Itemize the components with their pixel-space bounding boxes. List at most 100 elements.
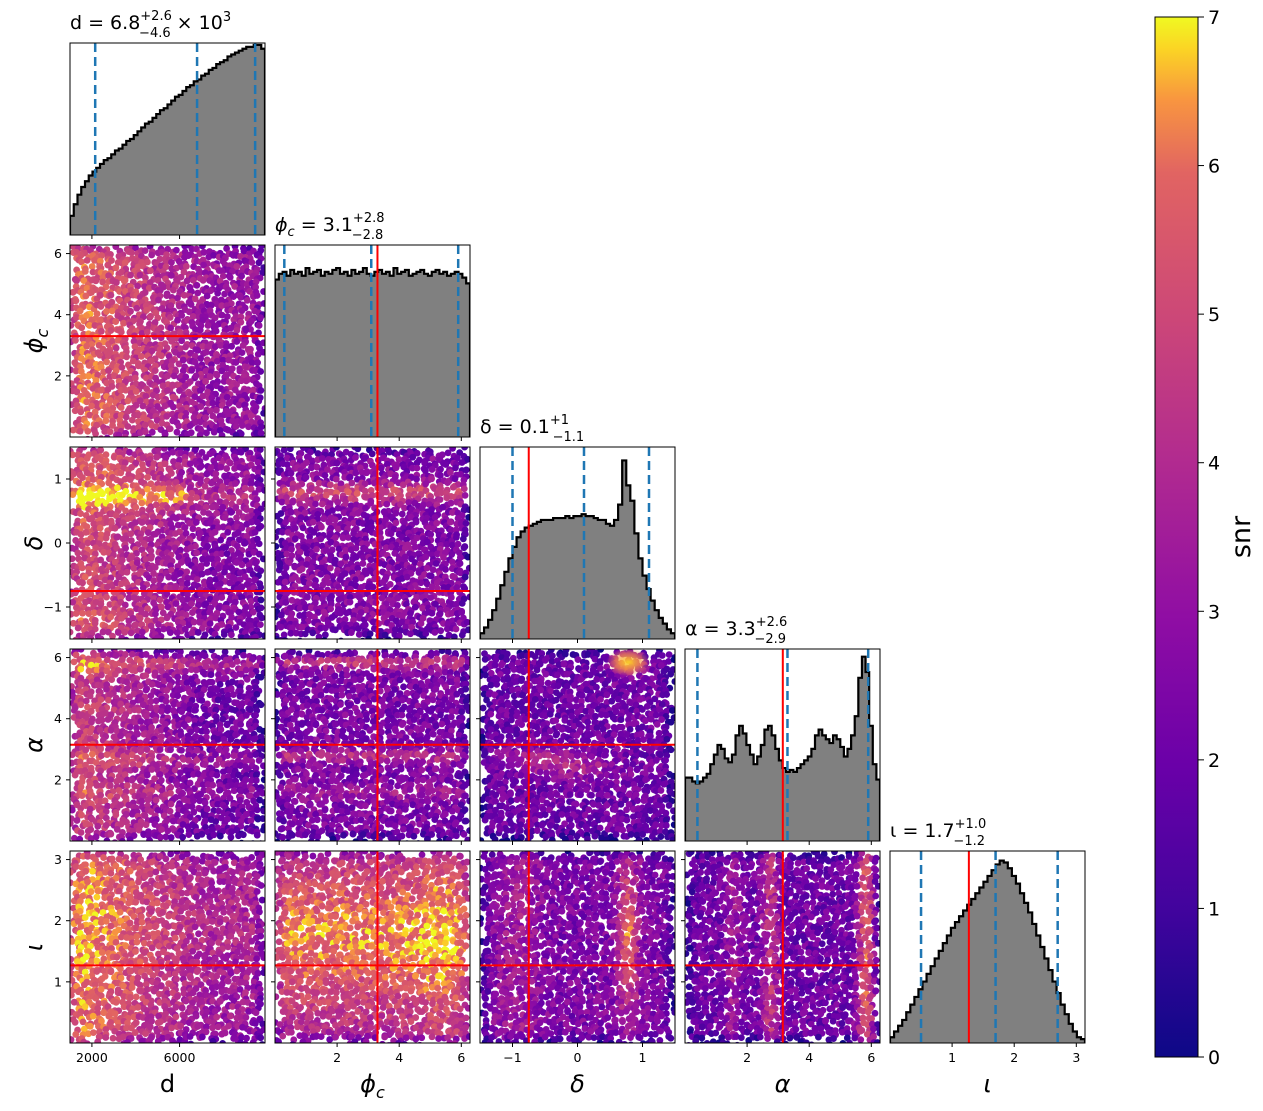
scatter-point [242,712,250,719]
scatter-point [209,503,216,511]
histogram-outline-d [70,43,265,235]
scatter-point [167,302,175,310]
scatter-point [172,514,180,522]
scatter-point [440,554,447,561]
scatter-point [224,528,232,536]
scatter-point [150,577,158,584]
scatter-point [189,525,197,533]
scatter-point [413,464,421,472]
scatter-point [291,563,299,571]
scatter-point [183,580,191,587]
scatter-point [243,581,251,589]
scatter-point [427,531,435,538]
scatter-point [291,535,299,543]
scatter-point [192,666,200,674]
scatter-point [465,513,470,521]
scatter-point [458,599,466,607]
scatter-point [141,421,149,429]
scatter-point [157,352,165,360]
scatter-point [342,553,350,561]
scatter-point [175,553,183,561]
scatter-point [188,629,196,637]
scatter-point [361,621,369,629]
scatter-point [283,550,291,558]
scatter-point [203,470,211,478]
scatter-point [211,343,219,351]
scatter-point [212,493,220,501]
scatter-point [194,601,202,609]
scatter-point [382,573,390,581]
scatter-point [232,313,240,320]
scatter-point [367,556,375,564]
scatter-point [188,675,196,683]
scatter-point [130,565,138,572]
scatter-point [108,676,116,684]
scatter-point [107,613,115,621]
scatter-point [126,448,133,456]
scatter-point [207,671,215,679]
scatter-point [444,449,452,457]
scatter-point [83,342,91,350]
scatter-point [78,564,86,572]
scatter-point [112,367,120,375]
scatter-point [103,685,110,693]
scatter-point [146,279,154,286]
scatter-point [217,342,225,349]
scatter-point [154,447,162,453]
scatter-point [282,518,289,526]
scatter-point [175,721,183,729]
scatter-point [122,636,130,639]
scatter-point [346,473,354,481]
scatter-point [347,502,355,510]
scatter-point [392,636,400,639]
scatter-point [382,488,390,496]
scatter-point [249,570,257,578]
scatter-point [79,579,86,587]
scatter-point [241,539,249,547]
scatter-point [132,503,140,511]
scatter-point [254,458,262,466]
scatter-point [237,448,245,456]
scatter-point [105,367,112,374]
scatter-point [235,536,243,544]
scatter-point [83,256,91,264]
scatter-point [70,598,77,606]
scatter-point [196,418,204,426]
scatter-point [311,613,318,621]
scatter-point [460,506,468,514]
scatter-point [352,454,359,461]
scatter-point [368,450,376,458]
scatter-point [82,598,89,606]
scatter-point [165,480,173,487]
scatter-point [245,423,252,431]
scatter-point [233,658,241,665]
scatter-point [107,726,115,734]
scatter-point [361,487,369,495]
scatter-point [202,503,210,511]
scatter-point [436,496,444,503]
scatter-point [80,372,88,380]
scatter-point [220,631,228,638]
scatter-point [117,594,125,601]
scatter-point [86,411,94,419]
scatter-point [128,249,135,257]
scatter-point [394,601,401,609]
scatter-point [177,345,184,353]
scatter-point [355,625,362,633]
scatter-point [362,494,370,501]
scatter-point [202,378,210,385]
scatter-point [261,632,265,639]
scatter-point [277,510,285,517]
scatter-point [194,629,202,636]
scatter-point [197,590,205,598]
scatter-point [93,421,100,429]
scatter-point [108,307,116,315]
scatter-point [193,576,201,583]
scatter-point [219,715,227,723]
scatter-point [97,696,105,704]
scatter-point [80,447,88,451]
scatter-point [211,528,219,536]
scatter-point [92,277,100,285]
scatter-point [242,377,250,385]
scatter-point [235,401,243,409]
